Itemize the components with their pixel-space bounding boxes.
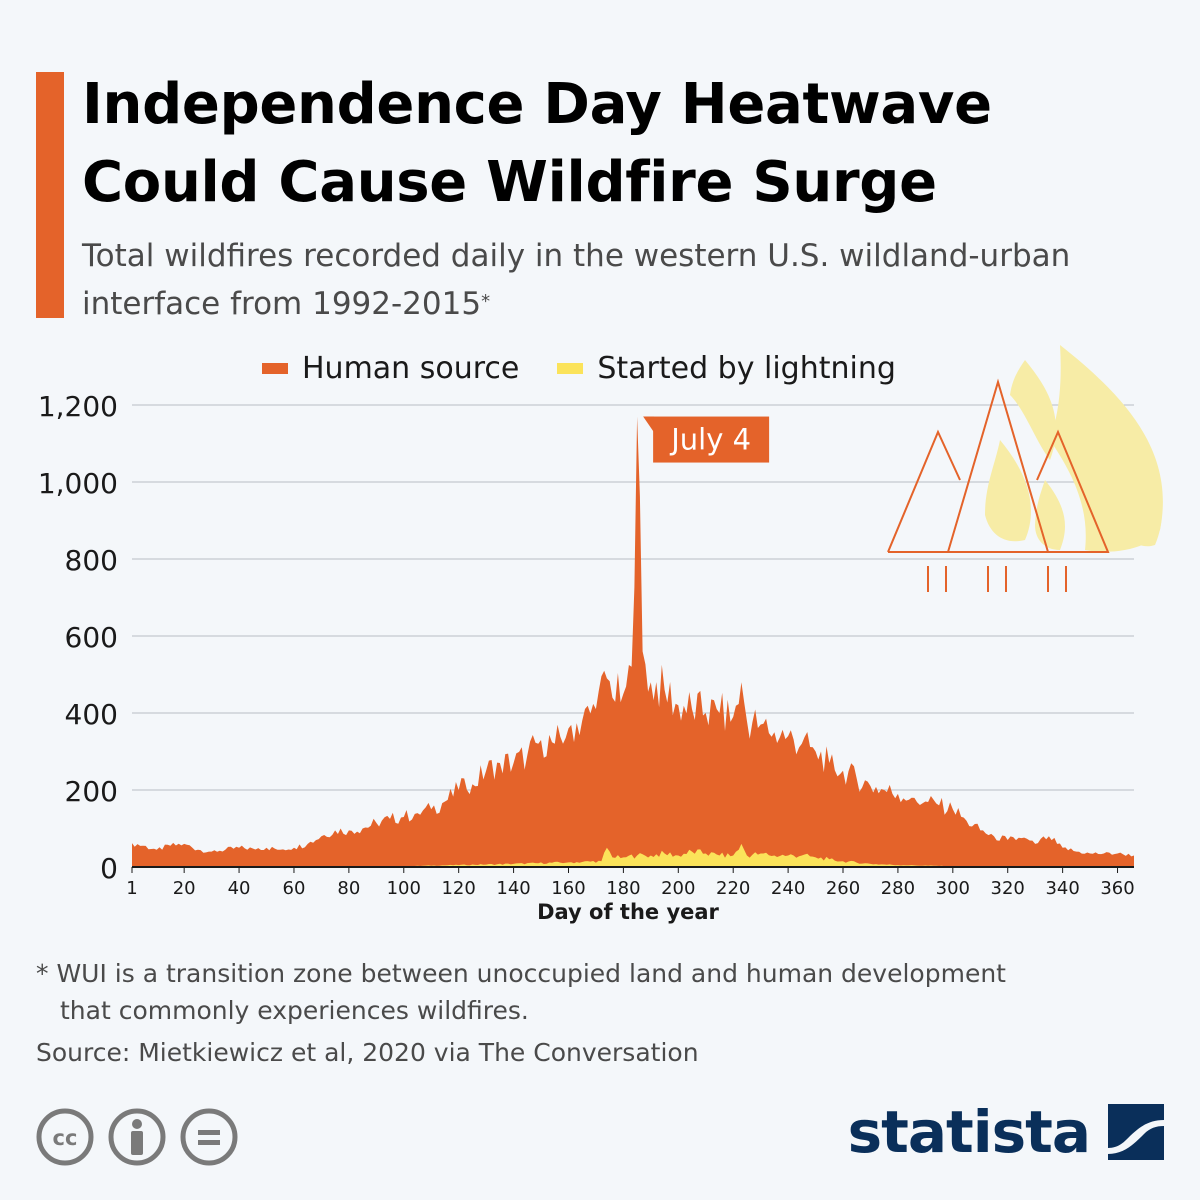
y-tick-label: 1,200 — [38, 390, 118, 423]
legend-swatch-human — [262, 362, 288, 374]
x-tick-label: 280 — [881, 878, 915, 899]
page-title: Independence Day Heatwave Could Cause Wi… — [82, 72, 992, 215]
x-tick-label: 300 — [936, 878, 970, 899]
y-tick-label: 1,000 — [38, 467, 118, 500]
x-tick-label: 140 — [496, 878, 530, 899]
x-tick-label: 80 — [337, 878, 360, 899]
y-tick-label: 800 — [65, 544, 118, 577]
x-tick-label: 120 — [441, 878, 475, 899]
wildfire-illustration — [887, 345, 1163, 592]
x-axis-title: Day of the year — [537, 900, 719, 924]
legend-label-lightning: Started by lightning — [597, 350, 896, 386]
legend-swatch-lightning — [557, 362, 584, 374]
legend-label-human: Human source — [302, 350, 520, 386]
x-axis-ticks: 1 20 40 60 80 100 120 140 160 180 200 220 240 260 280 3… — [126, 867, 1135, 899]
area-series-human-source — [132, 416, 1134, 867]
y-axis-ticks: 0 200 400 600 800 1,000 1,200 — [38, 390, 118, 885]
annotation-flag — [643, 416, 655, 433]
tree-icon — [946, 378, 1050, 553]
attribution-icon[interactable] — [108, 1108, 166, 1166]
x-tick-label: 320 — [991, 878, 1025, 899]
flame-icon — [1120, 440, 1162, 547]
y-tick-label: 0 — [100, 852, 118, 885]
x-tick-label: 20 — [173, 878, 196, 899]
source-note: Source: Mietkiewicz et al, 2020 via The … — [36, 1038, 699, 1067]
x-tick-label: 160 — [551, 878, 585, 899]
brand-wordmark: statista — [847, 1098, 1091, 1166]
x-tick-label: 40 — [228, 878, 251, 899]
legend-item-human: Human source — [262, 351, 519, 386]
subtitle-text: Total wildfires recorded daily in the we… — [82, 238, 1071, 322]
flame-icon — [1035, 480, 1065, 550]
page-subtitle: Total wildfires recorded daily in the we… — [82, 232, 1172, 328]
x-tick-label: 60 — [283, 878, 306, 899]
footnote: * WUI is a transition zone between unocc… — [36, 955, 1036, 1029]
flame-icon — [1010, 360, 1056, 460]
creative-commons-icon[interactable]: cc — [36, 1108, 94, 1166]
x-tick-label: 100 — [387, 878, 421, 899]
x-tick-label: 1 — [126, 878, 137, 899]
tree-icon — [1036, 429, 1110, 553]
x-tick-label: 340 — [1045, 878, 1079, 899]
x-tick-label: 260 — [826, 878, 860, 899]
area-series-lightning — [132, 843, 1134, 867]
footnote-text: WUI is a transition zone between unoccup… — [56, 959, 1006, 1025]
x-tick-label: 240 — [771, 878, 805, 899]
y-tick-label: 200 — [65, 775, 118, 808]
y-tick-label: 600 — [65, 621, 118, 654]
x-tick-label: 180 — [606, 878, 640, 899]
x-tick-label: 200 — [661, 878, 695, 899]
accent-bar — [36, 72, 64, 318]
annotation-box — [653, 416, 770, 463]
svg-text:cc: cc — [53, 1126, 78, 1150]
flame-icon — [985, 440, 1031, 542]
statista-logo-icon — [1108, 1104, 1164, 1160]
footnote-mark: * — [36, 959, 49, 988]
statista-logo[interactable]: statista — [848, 1098, 1166, 1166]
legend-item-lightning: Started by lightning — [557, 351, 896, 386]
y-tick-label: 400 — [65, 698, 118, 731]
x-tick-label: 360 — [1100, 878, 1134, 899]
annotation-label: July 4 — [669, 423, 751, 457]
legend: Human source Started by lightning — [262, 348, 934, 388]
data-areas — [132, 416, 1134, 867]
license-icons: cc — [36, 1108, 252, 1166]
subtitle-footnote-mark: * — [481, 291, 491, 312]
july-4-annotation: July 4 — [643, 416, 770, 463]
tree-icon — [887, 429, 961, 553]
no-derivatives-icon[interactable] — [180, 1108, 238, 1166]
x-tick-label: 220 — [716, 878, 750, 899]
